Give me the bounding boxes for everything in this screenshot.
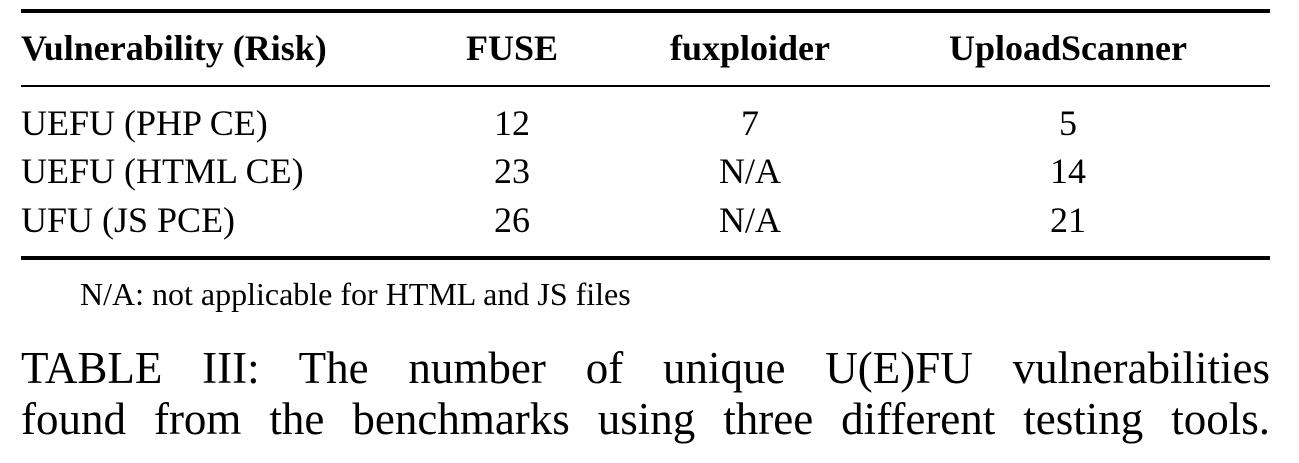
caption-line-2: found from the benchmarks using three di… (21, 394, 1270, 444)
cell-fuxploider: N/A (719, 151, 781, 191)
cell-uploadscanner: 5 (1059, 103, 1077, 143)
row-label: UEFU (PHP CE) (21, 103, 268, 143)
table-caption: TABLE III: The number of unique U(E)FU v… (21, 343, 1270, 445)
table-bottom-rule (21, 256, 1270, 260)
header-uploadscanner: UploadScanner (948, 28, 1188, 68)
row-label: UFU (JS PCE) (21, 200, 236, 240)
cell-fuxploider: N/A (719, 200, 781, 240)
table-top-rule (21, 9, 1270, 13)
cell-uploadscanner: 21 (1050, 200, 1086, 240)
table-footnote: N/A: not applicable for HTML and JS file… (80, 276, 631, 312)
cell-fuse: 12 (494, 103, 530, 143)
header-fuse: FUSE (465, 28, 559, 68)
table-header-rule (21, 85, 1270, 87)
row-label: UEFU (HTML CE) (21, 151, 304, 191)
caption-line-1: TABLE III: The number of unique U(E)FU v… (21, 343, 1270, 393)
header-fuxploider: fuxploider (669, 28, 830, 68)
cell-fuse: 26 (494, 200, 530, 240)
cell-fuse: 23 (494, 151, 530, 191)
header-vulnerability: Vulnerability (Risk) (21, 28, 327, 68)
cell-fuxploider: 7 (741, 103, 759, 143)
cell-uploadscanner: 14 (1050, 151, 1086, 191)
